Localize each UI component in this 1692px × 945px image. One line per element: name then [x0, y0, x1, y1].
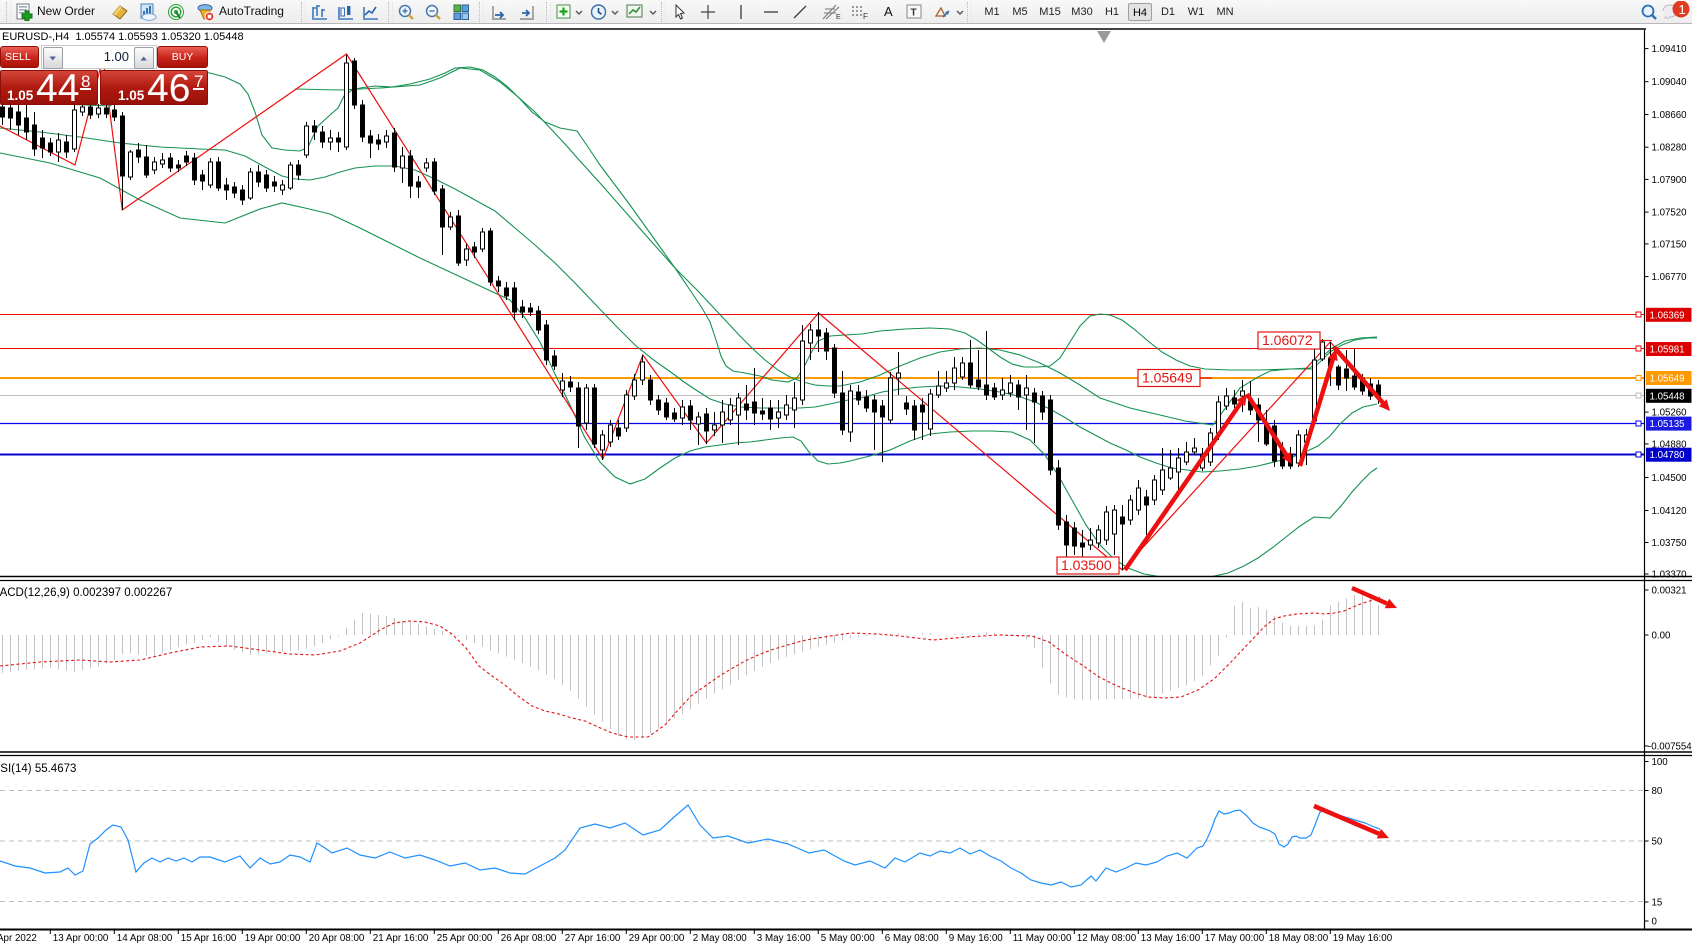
svg-text:1.03370: 1.03370 [1652, 570, 1688, 581]
svg-text:21 Apr 16:00: 21 Apr 16:00 [373, 933, 429, 944]
svg-text:15: 15 [1652, 898, 1663, 909]
svg-text:1.04880: 1.04880 [1652, 439, 1688, 450]
svg-text:50: 50 [1652, 837, 1663, 848]
svg-text:1.03500: 1.03500 [1061, 557, 1112, 573]
svg-text:T: T [911, 8, 917, 19]
svg-text:25 Apr 00:00: 25 Apr 00:00 [437, 933, 493, 944]
svg-text:-0.007554: -0.007554 [1648, 742, 1692, 753]
svg-text:0: 0 [1652, 917, 1658, 928]
svg-text:1.05649: 1.05649 [1650, 374, 1685, 385]
svg-text:5 May 00:00: 5 May 00:00 [821, 933, 875, 944]
svg-text:3 May 16:00: 3 May 16:00 [757, 933, 811, 944]
svg-text:1.05649: 1.05649 [1142, 370, 1193, 386]
svg-text:13 Apr 00:00: 13 Apr 00:00 [53, 933, 109, 944]
svg-text:1.09040: 1.09040 [1652, 77, 1688, 88]
svg-text:1.03750: 1.03750 [1652, 538, 1688, 549]
svg-text:9 May 16:00: 9 May 16:00 [949, 933, 1003, 944]
svg-text:80: 80 [1652, 786, 1663, 797]
svg-text:29 Apr 00:00: 29 Apr 00:00 [629, 933, 685, 944]
svg-text:EURUSD-,H4 1.05574 1.05593 1.: EURUSD-,H4 1.05574 1.05593 1.05320 1.054… [2, 31, 244, 43]
svg-text:1.06770: 1.06770 [1652, 272, 1688, 283]
svg-text:1.04500: 1.04500 [1652, 473, 1688, 484]
svg-text:18 May 08:00: 18 May 08:00 [1269, 933, 1329, 944]
svg-text:1.05448: 1.05448 [1650, 391, 1685, 402]
svg-text:1.06369: 1.06369 [1650, 310, 1685, 321]
svg-text:26 Apr 08:00: 26 Apr 08:00 [501, 933, 557, 944]
svg-text:1.06072: 1.06072 [1262, 332, 1313, 348]
svg-text:27 Apr 16:00: 27 Apr 16:00 [565, 933, 621, 944]
svg-text:1.05135: 1.05135 [1650, 419, 1685, 430]
svg-text:Apr 2022: Apr 2022 [0, 933, 37, 944]
svg-text:19 May 16:00: 19 May 16:00 [1333, 933, 1393, 944]
svg-text:1.05981: 1.05981 [1650, 345, 1685, 356]
svg-text:MACD(12,26,9) 0.002397 0.00226: MACD(12,26,9) 0.002397 0.002267 [0, 587, 172, 599]
svg-text:1.07900: 1.07900 [1652, 175, 1688, 186]
svg-text:14 Apr 08:00: 14 Apr 08:00 [117, 933, 173, 944]
svg-text:2 May 08:00: 2 May 08:00 [693, 933, 747, 944]
svg-text:12 May 08:00: 12 May 08:00 [1077, 933, 1137, 944]
svg-text:100: 100 [1652, 757, 1669, 768]
svg-text:1.04120: 1.04120 [1652, 506, 1688, 517]
svg-text:1.07150: 1.07150 [1652, 239, 1688, 250]
svg-text:0.00321: 0.00321 [1652, 586, 1687, 597]
svg-text:1.05260: 1.05260 [1652, 408, 1688, 419]
svg-text:1: 1 [1679, 2, 1686, 17]
svg-text:0.00: 0.00 [1652, 631, 1671, 642]
svg-text:19 Apr 00:00: 19 Apr 00:00 [245, 933, 301, 944]
svg-text:17 May 00:00: 17 May 00:00 [1205, 933, 1265, 944]
svg-text:F: F [863, 12, 868, 21]
svg-text:E: E [836, 14, 841, 21]
svg-text:1.08280: 1.08280 [1652, 143, 1688, 154]
svg-text:1.09410: 1.09410 [1652, 44, 1688, 55]
svg-text:1.04780: 1.04780 [1650, 450, 1686, 461]
svg-text:RSI(14) 55.4673: RSI(14) 55.4673 [0, 763, 76, 775]
svg-text:13 May 16:00: 13 May 16:00 [1141, 933, 1201, 944]
svg-text:20 Apr 08:00: 20 Apr 08:00 [309, 933, 365, 944]
svg-text:11 May 00:00: 11 May 00:00 [1013, 933, 1072, 944]
svg-text:1.08660: 1.08660 [1652, 110, 1688, 121]
svg-text:6 May 08:00: 6 May 08:00 [885, 933, 939, 944]
svg-text:1.07520: 1.07520 [1652, 208, 1688, 219]
svg-text:15 Apr 16:00: 15 Apr 16:00 [181, 933, 237, 944]
